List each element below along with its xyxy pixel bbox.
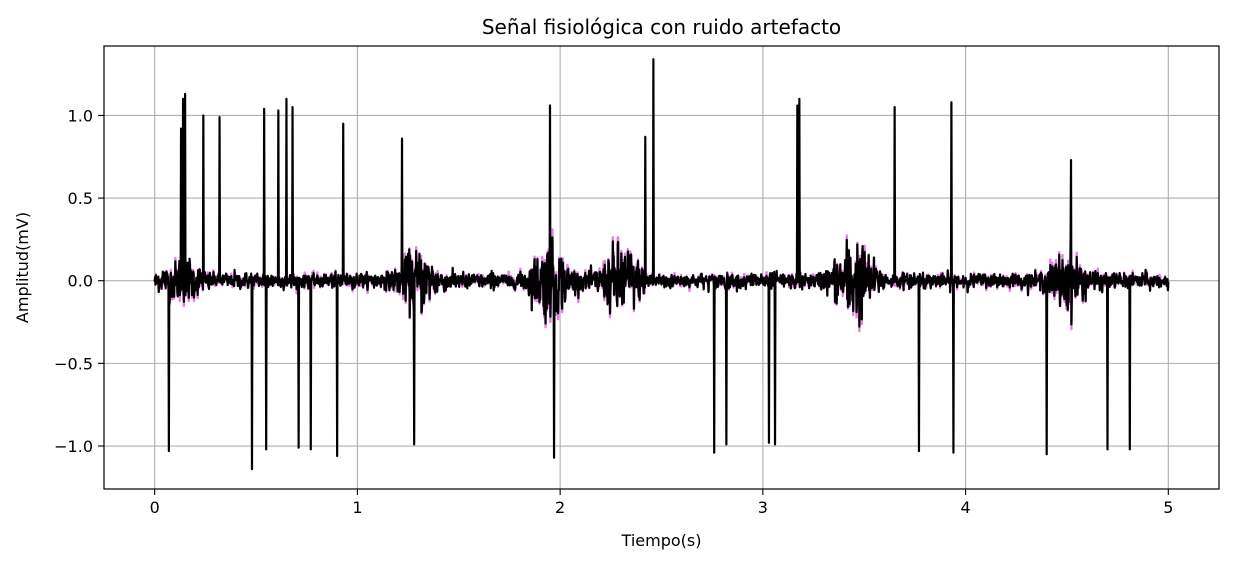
y-tick-label: 1.0: [68, 106, 93, 125]
x-tick-label: 4: [960, 498, 970, 517]
y-tick-label: −1.0: [54, 437, 93, 456]
x-tick-label: 2: [555, 498, 565, 517]
y-tick-label: −0.5: [54, 354, 93, 373]
series-artifact-line: [153, 58, 1170, 471]
x-axis-label: Tiempo(s): [621, 531, 702, 550]
x-tick-label: 5: [1163, 498, 1173, 517]
y-tick-label: 0.0: [68, 272, 93, 291]
y-tick-label: 0.5: [68, 189, 93, 208]
axes-frame: [103, 45, 1220, 490]
x-tick-label: 0: [150, 498, 160, 517]
plot-series: [153, 58, 1170, 471]
x-tick-label: 1: [352, 498, 362, 517]
chart-title: Señal fisiológica con ruido artefacto: [482, 15, 841, 39]
x-tick-label: 3: [758, 498, 768, 517]
y-axis-label: Amplitud(mV): [13, 212, 32, 323]
x-axis-ticks: 0 1 2 3 4 5: [150, 489, 1173, 517]
y-axis-ticks: −1.0 −0.5 0.0 0.5 1.0: [54, 106, 104, 456]
